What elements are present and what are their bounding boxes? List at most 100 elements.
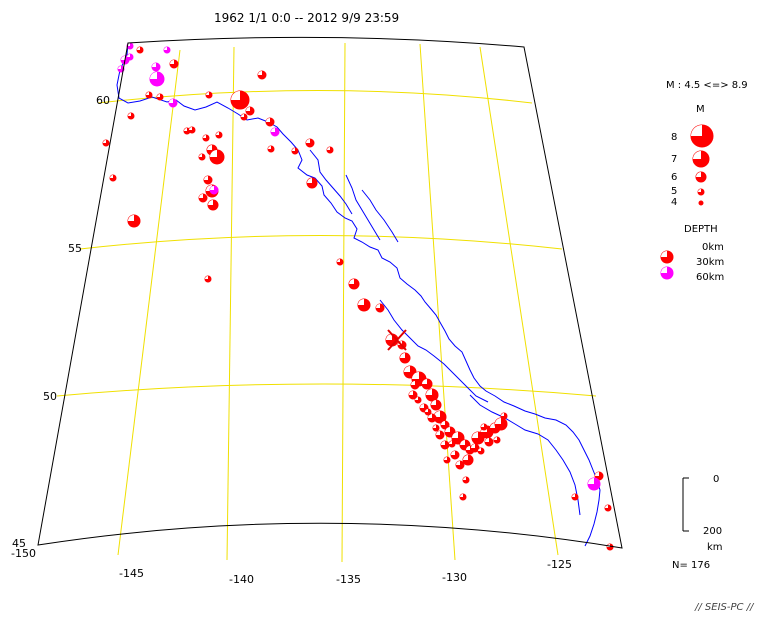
earthquake-marker [375, 303, 385, 313]
earthquake-marker [424, 408, 432, 416]
earthquake-marker [448, 440, 456, 448]
earthquake-marker [410, 380, 420, 390]
earthquake-marker [198, 193, 208, 203]
earthquake-markers [102, 42, 614, 551]
earthquake-marker [500, 412, 508, 420]
longitude-line-130 [419, 43, 456, 561]
earthquake-marker [163, 46, 171, 54]
longitude-label-130: -130 [442, 571, 467, 584]
earthquake-marker [149, 71, 165, 87]
earthquake-marker [306, 177, 318, 189]
magnitude-label-4: 4 [671, 197, 677, 208]
earthquake-marker [188, 126, 196, 134]
earthquake-marker [571, 493, 579, 501]
magnitude-label-6: 6 [671, 172, 677, 183]
earthquake-marker [462, 454, 474, 466]
earthquake-marker [440, 420, 450, 430]
earthquake-marker [198, 153, 206, 161]
graticule [56, 42, 597, 563]
earthquake-marker [435, 430, 445, 440]
magnitude-symbol-4 [698, 200, 704, 206]
depth-scale-unit: km [707, 542, 723, 553]
magnitude-range-text: M : 4.5 <=> 8.9 [666, 80, 748, 91]
latitude-line-55 [79, 235, 563, 250]
depth-label-30km: 30km [696, 257, 724, 268]
earthquake-marker [204, 275, 212, 283]
earthquake-marker [455, 460, 465, 470]
earthquake-marker [270, 127, 280, 137]
latitude-label-45: 45 [12, 537, 26, 550]
depth-scale-top: 0 [713, 474, 719, 485]
earthquake-marker [265, 117, 275, 127]
magnitude-symbol-5 [697, 188, 705, 196]
earthquake-marker [470, 443, 480, 453]
earthquake-marker [451, 431, 465, 445]
earthquake-marker [215, 131, 223, 139]
earthquake-marker [336, 258, 344, 266]
depth-scale-bottom: 200 [703, 526, 722, 537]
earthquake-marker [168, 98, 178, 108]
earthquake-marker [305, 138, 315, 148]
longitude-label-150: -150 [11, 547, 36, 560]
magnitude-symbol-6 [695, 171, 707, 183]
coastline-inlets [309, 149, 581, 516]
longitude-label-140: -140 [229, 573, 254, 586]
event-count: N= 176 [672, 560, 710, 571]
earthquake-marker [102, 139, 110, 147]
earthquake-marker [604, 504, 612, 512]
latitude-label-55: 55 [68, 242, 82, 255]
map-frame [37, 36, 623, 549]
earthquake-marker [127, 214, 141, 228]
earthquake-marker [205, 91, 213, 99]
magnitude-label-8: 8 [671, 132, 677, 143]
earthquake-marker [230, 90, 250, 110]
longitude-label-145: -145 [119, 567, 144, 580]
earthquake-marker [326, 146, 334, 154]
depth-symbol-30km [660, 250, 674, 264]
earthquake-marker [443, 456, 451, 464]
earthquake-marker [459, 439, 471, 451]
earthquake-marker [257, 70, 267, 80]
magnitude-symbols [690, 124, 714, 206]
earthquake-marker [477, 447, 485, 455]
earthquake-marker [245, 106, 255, 116]
depth-symbol-60km [660, 266, 674, 280]
earthquake-marker [587, 477, 601, 491]
earthquake-marker [207, 199, 219, 211]
earthquake-marker [408, 390, 418, 400]
longitude-label-125: -125 [547, 558, 572, 571]
earthquake-marker [357, 298, 371, 312]
depth-symbols [660, 250, 674, 280]
earthquake-marker [450, 450, 460, 460]
depth-scale-bar [682, 477, 689, 532]
magnitude-symbol-8 [690, 124, 714, 148]
earthquake-marker [399, 352, 411, 364]
depth-label-0km: 0km [702, 242, 724, 253]
earthquake-marker [240, 113, 248, 121]
earthquake-marker [136, 46, 144, 54]
longitude-line-145 [117, 49, 181, 556]
magnitude-label-5: 5 [671, 186, 677, 197]
earthquake-marker [127, 112, 135, 120]
earthquake-marker [126, 53, 134, 61]
earthquake-marker [109, 174, 117, 182]
earthquake-marker [169, 59, 179, 69]
earthquake-marker [427, 413, 437, 423]
earthquake-marker [484, 437, 494, 447]
earthquake-marker [209, 185, 219, 195]
earthquake-marker [348, 278, 360, 290]
earthquake-marker [432, 424, 440, 432]
earthquake-marker [151, 62, 161, 72]
earthquake-marker [444, 426, 456, 438]
earthquake-marker [291, 147, 299, 155]
longitude-line-135 [341, 42, 346, 563]
legend: M : 4.5 <=> 8.9 M 8 7 6 5 4 DEPTH 0km 30… [660, 80, 748, 571]
earthquake-marker [471, 431, 485, 445]
software-credit: // SEIS-PC // [694, 602, 755, 613]
earthquake-marker [493, 436, 501, 444]
earthquake-marker [459, 493, 467, 501]
longitude-line-140 [226, 46, 235, 561]
depth-title: DEPTH [684, 224, 718, 235]
earthquake-marker [606, 543, 614, 551]
